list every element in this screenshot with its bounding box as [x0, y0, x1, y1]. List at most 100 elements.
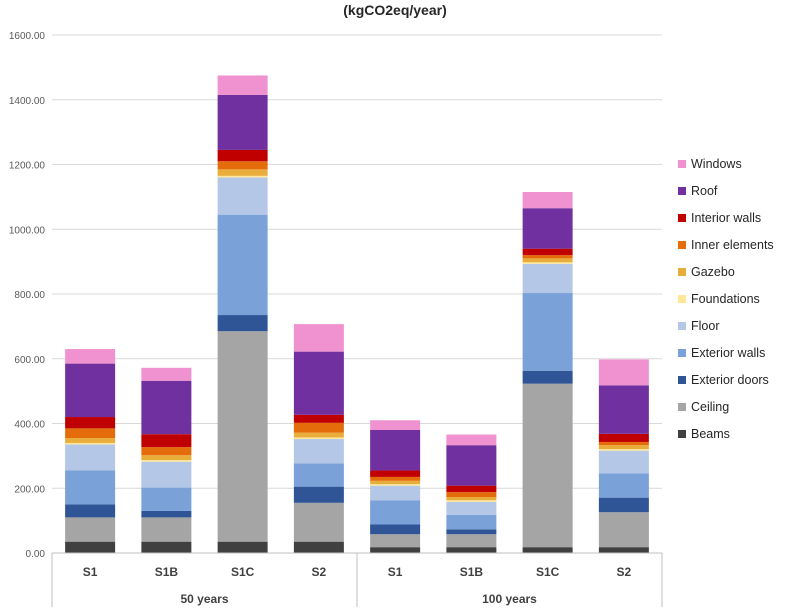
bar-segment-exterior-walls	[598, 473, 649, 498]
bar-segment-roof	[217, 94, 268, 150]
bar-segment-gazebo	[65, 438, 116, 443]
y-tick-label: 400.00	[14, 420, 45, 431]
legend-label: Interior walls	[691, 210, 762, 225]
bar-segment-exterior-doors	[598, 497, 649, 513]
y-tick-label: 1400.00	[9, 96, 46, 107]
bar-segment-beams	[217, 541, 268, 553]
bar-segment-ceiling	[522, 383, 573, 548]
bar-segment-gazebo	[141, 455, 192, 461]
bar-segment-exterior-walls	[217, 214, 268, 316]
bar-segment-roof	[141, 380, 192, 435]
bar-segment-beams	[370, 547, 421, 553]
legend-swatch	[678, 376, 686, 385]
bar-segment-exterior-doors	[141, 510, 192, 518]
legend-label: Foundations	[691, 292, 760, 307]
legend-swatch	[678, 295, 686, 304]
bar-segment-gazebo	[293, 432, 344, 438]
bar-segment-exterior-walls	[370, 500, 421, 525]
bar-segment-inner-elements	[598, 441, 649, 446]
legend-item: Inner elements	[678, 231, 774, 258]
bar-segment-inner-elements	[65, 428, 116, 439]
legend-label: Exterior doors	[691, 373, 769, 388]
bar-segment-windows	[598, 359, 649, 386]
y-tick-label: 1000.00	[9, 225, 46, 236]
bar-segment-exterior-doors	[217, 315, 268, 332]
legend-item: Exterior doors	[678, 367, 774, 394]
bar-segment-floor	[217, 177, 268, 215]
bar-segment-floor	[446, 501, 497, 515]
bar-segment-interior-walls	[446, 485, 497, 493]
bar-segment-exterior-doors	[446, 529, 497, 535]
bar-segment-interior-walls	[293, 414, 344, 423]
bar-segment-windows	[370, 420, 421, 430]
bar-segment-ceiling	[293, 502, 344, 542]
bar-segment-beams	[293, 541, 344, 553]
legend-label: Inner elements	[691, 237, 774, 252]
legend-swatch	[678, 240, 686, 249]
bar-segment-beams	[522, 547, 573, 553]
legend-swatch	[678, 349, 686, 358]
legend-label: Roof	[691, 183, 718, 198]
bar-segment-foundations	[217, 175, 268, 178]
legend-label: Beams	[691, 427, 730, 442]
bar-segment-windows	[217, 75, 268, 95]
bar-segment-roof	[522, 208, 573, 249]
legend-swatch	[678, 267, 686, 276]
bar-segment-ceiling	[141, 517, 192, 542]
bar-segment-gazebo	[446, 496, 497, 501]
bar-segment-exterior-walls	[141, 487, 192, 511]
legend-item: Roof	[678, 177, 774, 204]
legend-item: Exterior walls	[678, 340, 774, 367]
legend-swatch	[678, 159, 686, 168]
bar-segment-ceiling	[65, 517, 116, 542]
legend-swatch	[678, 186, 686, 195]
bar-segment-inner-elements	[522, 255, 573, 259]
bar-segment-inner-elements	[141, 447, 192, 456]
chart-legend: Windows Roof Interior walls Inner elements G…	[678, 150, 774, 448]
bar-segment-roof	[446, 445, 497, 486]
legend-item: Foundations	[678, 285, 774, 312]
bar-segment-gazebo	[598, 445, 649, 450]
y-tick-label: 1600.00	[9, 31, 46, 42]
x-tick-label: S1	[388, 565, 403, 579]
bar-segment-inner-elements	[217, 161, 268, 170]
legend-swatch	[678, 403, 686, 412]
x-tick-label: S1B	[155, 565, 179, 579]
bar-segment-roof	[65, 363, 116, 418]
group-label: 50 years	[180, 592, 228, 606]
bar-segment-foundations	[65, 442, 116, 445]
x-tick-label: S2	[312, 565, 327, 579]
y-tick-label: 600.00	[14, 355, 45, 366]
y-tick-label: 200.00	[14, 484, 45, 495]
bar-segment-gazebo	[522, 258, 573, 263]
bar-segment-foundations	[370, 484, 421, 486]
legend-label: Ceiling	[691, 400, 730, 415]
bar-segment-windows	[141, 367, 192, 381]
bar-segment-interior-walls	[598, 433, 649, 442]
bar-segment-beams	[65, 541, 116, 553]
bar-segment-floor	[65, 444, 116, 471]
bar-segment-inner-elements	[370, 476, 421, 481]
x-tick-label: S1B	[460, 565, 484, 579]
bar-segment-floor	[522, 263, 573, 294]
bar-segment-interior-walls	[65, 417, 116, 429]
bar-segment-inner-elements	[293, 422, 344, 433]
bar-segment-beams	[141, 541, 192, 553]
legend-item: Floor	[678, 313, 774, 340]
bar-segment-exterior-walls	[446, 514, 497, 530]
legend-item: Ceiling	[678, 394, 774, 421]
bar-segment-floor	[598, 450, 649, 474]
bar-segment-windows	[65, 349, 116, 364]
bar-segment-foundations	[141, 460, 192, 462]
x-tick-label: S1	[83, 565, 98, 579]
chart-title: (kgCO2eq/year)	[343, 2, 447, 18]
legend-label: Windows	[691, 156, 742, 171]
bar-segment-beams	[598, 547, 649, 553]
legend-swatch	[678, 430, 686, 439]
legend-swatch	[678, 213, 686, 222]
x-tick-label: S1C	[536, 565, 560, 579]
group-label: 100 years	[482, 592, 537, 606]
bar-segment-ceiling	[446, 534, 497, 548]
x-tick-label: S2	[617, 565, 632, 579]
